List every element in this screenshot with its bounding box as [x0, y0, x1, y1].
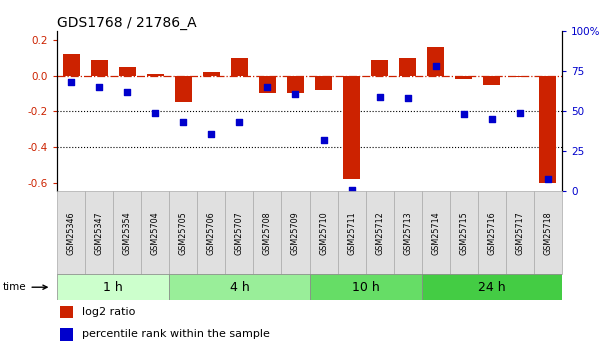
Bar [169, 274, 310, 300]
Text: GSM25707: GSM25707 [235, 211, 244, 255]
Text: time: time [3, 282, 47, 292]
Bar [315, 76, 332, 90]
Bar [511, 76, 528, 77]
Text: GSM25706: GSM25706 [207, 211, 216, 255]
FancyBboxPatch shape [478, 191, 506, 274]
FancyBboxPatch shape [85, 191, 113, 274]
FancyBboxPatch shape [169, 191, 197, 274]
Bar [60, 328, 73, 341]
Point [66, 80, 76, 85]
Text: 1 h: 1 h [103, 281, 123, 294]
Point [94, 85, 104, 90]
FancyBboxPatch shape [113, 191, 141, 274]
Bar [91, 60, 108, 76]
Text: GSM25715: GSM25715 [459, 211, 468, 255]
Text: 4 h: 4 h [230, 281, 249, 294]
Bar [63, 54, 79, 76]
Bar [231, 58, 248, 76]
FancyBboxPatch shape [506, 191, 534, 274]
Point [319, 137, 328, 143]
Text: 10 h: 10 h [352, 281, 379, 294]
Point [431, 63, 441, 69]
Bar [456, 76, 472, 79]
Bar [343, 76, 360, 179]
Point [515, 110, 525, 116]
Point [487, 117, 496, 122]
Bar [399, 58, 416, 76]
FancyBboxPatch shape [57, 191, 85, 274]
Bar [60, 306, 73, 318]
Point [543, 176, 553, 181]
Bar [147, 74, 163, 76]
Bar [427, 47, 444, 76]
Point [347, 187, 356, 193]
Point [459, 112, 469, 117]
FancyBboxPatch shape [394, 191, 422, 274]
Text: GSM25704: GSM25704 [151, 211, 160, 255]
Point [291, 91, 300, 96]
Point [375, 94, 385, 100]
FancyBboxPatch shape [338, 191, 365, 274]
Point [263, 85, 272, 90]
Bar [287, 76, 304, 93]
Text: GSM25717: GSM25717 [516, 211, 524, 255]
Bar [203, 72, 220, 76]
Text: GSM25711: GSM25711 [347, 211, 356, 255]
FancyBboxPatch shape [310, 191, 338, 274]
FancyBboxPatch shape [281, 191, 310, 274]
Text: GSM25714: GSM25714 [432, 211, 440, 255]
Bar [57, 274, 169, 300]
Text: GSM25346: GSM25346 [67, 211, 76, 255]
Text: GSM25718: GSM25718 [543, 211, 552, 255]
Bar [540, 76, 557, 183]
Point [178, 120, 188, 125]
Text: percentile rank within the sample: percentile rank within the sample [82, 329, 270, 339]
Bar [259, 76, 276, 93]
Text: GSM25708: GSM25708 [263, 211, 272, 255]
Bar [175, 76, 192, 102]
Point [234, 120, 244, 125]
Point [123, 89, 132, 95]
FancyBboxPatch shape [422, 191, 450, 274]
Point [207, 131, 216, 137]
FancyBboxPatch shape [197, 191, 225, 274]
FancyBboxPatch shape [534, 191, 562, 274]
Text: log2 ratio: log2 ratio [82, 307, 136, 317]
Text: GSM25716: GSM25716 [487, 211, 496, 255]
FancyBboxPatch shape [365, 191, 394, 274]
Text: GDS1768 / 21786_A: GDS1768 / 21786_A [57, 16, 197, 30]
Text: 24 h: 24 h [478, 281, 505, 294]
Text: GSM25705: GSM25705 [179, 211, 188, 255]
Bar [371, 60, 388, 76]
Text: GSM25354: GSM25354 [123, 211, 132, 255]
Text: GSM25710: GSM25710 [319, 211, 328, 255]
FancyBboxPatch shape [141, 191, 169, 274]
Bar [119, 67, 136, 76]
Point [150, 110, 160, 116]
Bar [422, 274, 562, 300]
Text: GSM25712: GSM25712 [375, 211, 384, 255]
Text: GSM25709: GSM25709 [291, 211, 300, 255]
Text: GSM25347: GSM25347 [95, 211, 103, 255]
FancyBboxPatch shape [450, 191, 478, 274]
Bar [310, 274, 422, 300]
Point [403, 96, 412, 101]
Text: GSM25713: GSM25713 [403, 211, 412, 255]
Bar [483, 76, 500, 85]
FancyBboxPatch shape [254, 191, 281, 274]
FancyBboxPatch shape [225, 191, 254, 274]
